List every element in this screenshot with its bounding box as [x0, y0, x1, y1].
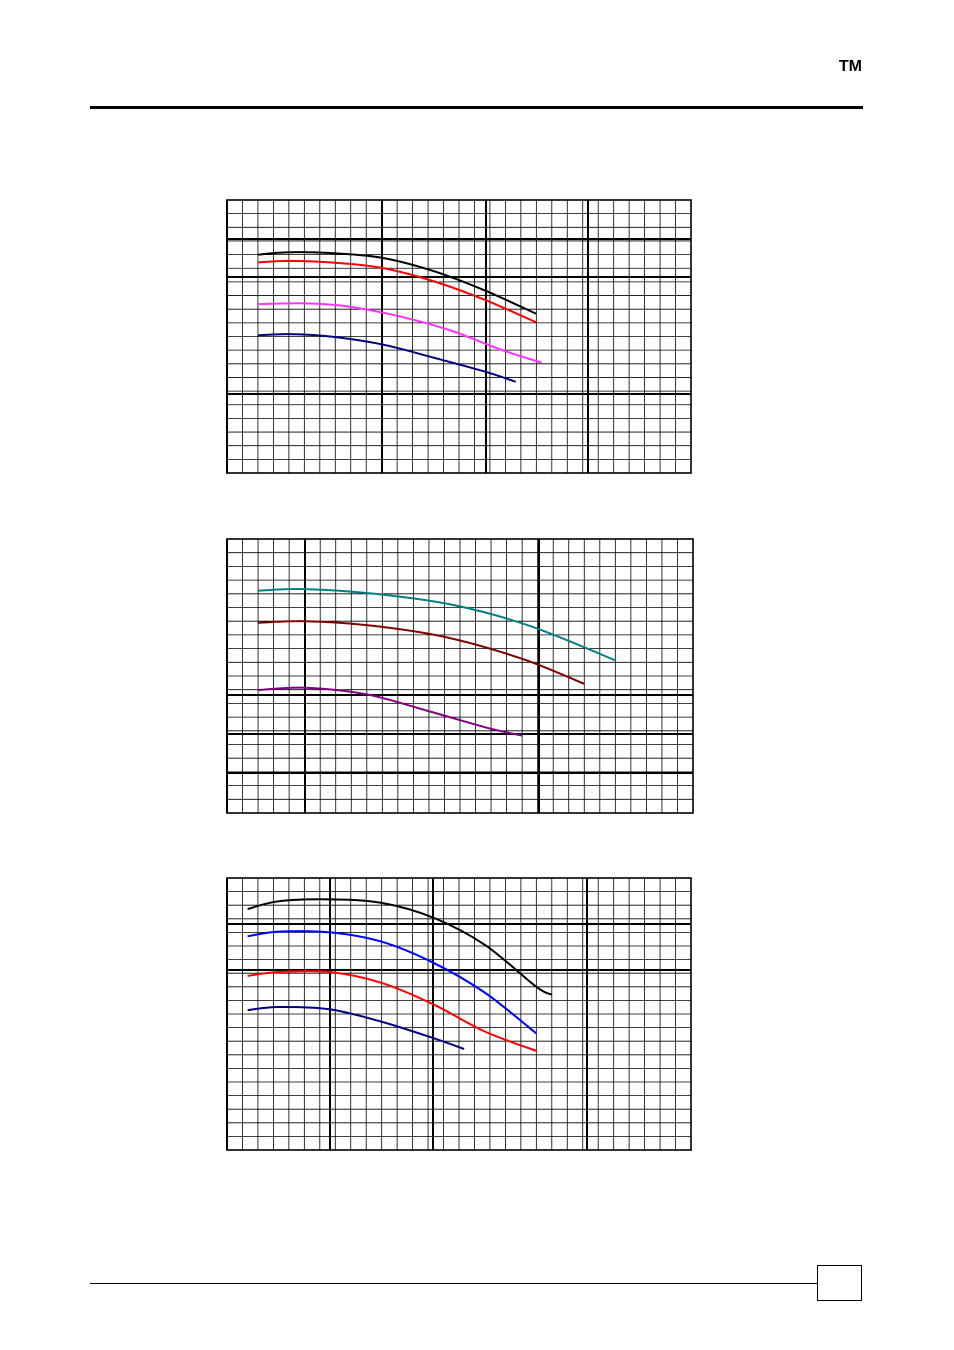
series-line-3 [258, 686, 523, 737]
series-line-4 [247, 1005, 465, 1050]
series-line-4 [257, 333, 517, 383]
trademark-label: TM [838, 58, 862, 75]
chart-3 [226, 877, 692, 1151]
footer-rule [90, 1283, 817, 1284]
series-line-1 [257, 251, 537, 315]
series-line-1 [258, 588, 616, 662]
series-line-2 [247, 930, 537, 1035]
chart-2 [226, 538, 694, 814]
page-number-box [817, 1265, 862, 1301]
chart-1 [226, 199, 692, 474]
series-line-2 [257, 259, 537, 324]
series-line-2 [258, 620, 585, 685]
series-line-3 [247, 970, 537, 1052]
grid [226, 538, 694, 814]
grid [226, 877, 692, 1151]
series-line-1 [247, 898, 553, 996]
header-rule [90, 106, 863, 109]
series-line-3 [257, 302, 542, 364]
grid [226, 199, 692, 474]
